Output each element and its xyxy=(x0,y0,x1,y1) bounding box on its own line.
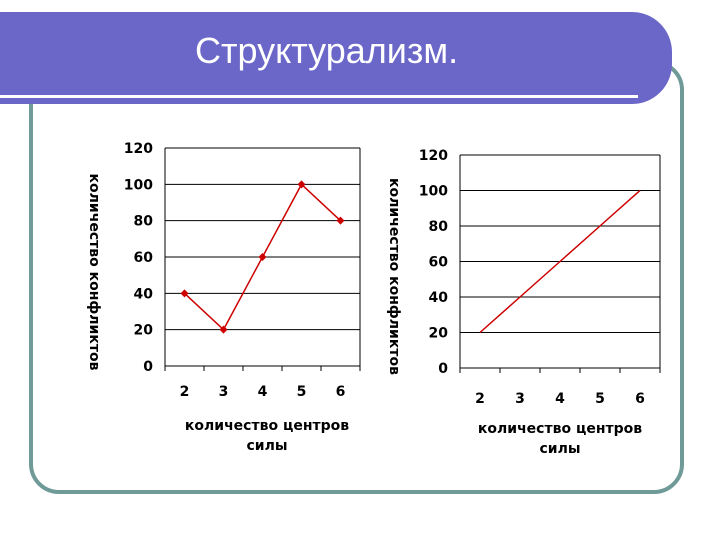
y-tick-label: 20 xyxy=(134,323,154,339)
x-tick-label: 2 xyxy=(475,391,485,407)
y-tick-label: 80 xyxy=(134,214,154,230)
y-tick-label: 60 xyxy=(429,255,449,271)
data-point-marker xyxy=(180,289,189,298)
y-tick-label: 100 xyxy=(124,177,153,193)
data-point-marker xyxy=(219,325,228,334)
x-tick-label: 2 xyxy=(180,384,190,400)
slide-frame xyxy=(29,60,684,494)
x-tick-label: 5 xyxy=(595,391,605,407)
y-tick-label: 100 xyxy=(419,184,448,200)
y-axis-title: количество конфликтов xyxy=(386,178,402,375)
y-tick-label: 80 xyxy=(429,219,449,235)
data-point-marker xyxy=(336,216,345,225)
data-point-marker xyxy=(258,253,267,261)
y-tick-label: 40 xyxy=(134,286,154,302)
x-tick-label: 3 xyxy=(219,384,229,400)
slide-title: Структурализм. xyxy=(195,30,459,71)
x-tick-label: 6 xyxy=(635,391,645,407)
y-tick-label: 40 xyxy=(429,290,449,306)
y-tick-label: 120 xyxy=(124,141,153,157)
x-axis-title: силы xyxy=(539,441,580,457)
y-tick-label: 60 xyxy=(134,250,154,266)
y-tick-label: 0 xyxy=(143,359,153,375)
chart-conflicts-linear: 0 20 40 60 80 100 120 2 3 4 5 6 количество центров си… xyxy=(386,148,661,457)
x-tick-label: 4 xyxy=(555,391,565,407)
x-axis-title: количество центров xyxy=(185,418,349,434)
y-tick-label: 120 xyxy=(419,148,448,164)
title-bar xyxy=(0,12,672,104)
y-axis-title: количество конфликтов xyxy=(86,174,102,371)
x-tick-label: 4 xyxy=(258,384,268,400)
y-tick-label: 20 xyxy=(429,326,449,342)
x-axis-title: количество центров xyxy=(478,421,642,437)
x-tick-label: 3 xyxy=(515,391,525,407)
y-tick-label: 0 xyxy=(438,361,448,377)
title-underline xyxy=(0,95,638,98)
x-tick-label: 5 xyxy=(297,384,307,400)
series-line xyxy=(479,189,641,334)
x-axis-title: силы xyxy=(246,438,287,454)
x-tick-label: 6 xyxy=(336,384,346,400)
data-point-marker xyxy=(297,180,306,189)
chart-conflicts-markers: 0 20 40 60 80 100 120 2 3 4 5 6 количество центров си… xyxy=(86,141,361,454)
